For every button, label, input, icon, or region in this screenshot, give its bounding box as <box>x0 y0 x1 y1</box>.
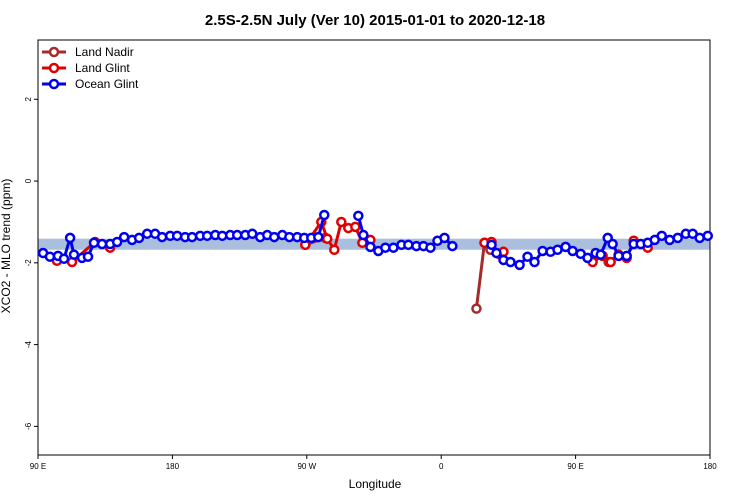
chart-title: 2.5S-2.5N July (Ver 10) 2015-01-01 to 20… <box>205 12 545 29</box>
x-tick-label: 90 E <box>30 462 46 471</box>
y-tick-label: 0 <box>24 178 33 183</box>
y-axis-label: XCO2 - MLO trend (ppm) <box>0 179 13 314</box>
point <box>514 259 525 271</box>
x-tick-label: 90 W <box>297 462 316 471</box>
point <box>505 256 516 268</box>
x-axis-label: Longitude <box>349 477 402 491</box>
point <box>58 253 70 264</box>
point <box>44 251 56 262</box>
point <box>313 231 324 243</box>
x-tick-label: 90 E <box>567 462 583 471</box>
point <box>403 239 414 251</box>
point <box>552 244 563 255</box>
y-tick-label: -4 <box>24 341 33 349</box>
legend-marker <box>48 62 60 74</box>
point <box>88 237 100 249</box>
point <box>567 245 578 257</box>
point <box>322 233 333 244</box>
plot-frame <box>37 39 711 456</box>
point <box>613 250 624 262</box>
point <box>702 230 714 242</box>
point <box>353 210 364 222</box>
point <box>522 251 533 262</box>
point <box>268 231 280 243</box>
legend-marker <box>48 46 60 58</box>
point <box>111 236 123 248</box>
point <box>380 242 391 253</box>
point <box>156 231 168 243</box>
point <box>329 244 340 255</box>
point <box>471 303 482 314</box>
point <box>425 242 436 253</box>
point <box>68 249 80 260</box>
point <box>82 251 94 262</box>
point <box>64 232 76 244</box>
legend-label: Land Nadir <box>75 45 134 59</box>
point <box>656 230 668 242</box>
y-tick-label: -2 <box>24 259 33 267</box>
point <box>582 252 593 264</box>
point <box>621 250 632 262</box>
point <box>201 230 213 242</box>
legend-label: Land Glint <box>75 61 130 75</box>
legend-marker <box>48 78 60 90</box>
point <box>388 242 399 253</box>
point <box>133 232 145 244</box>
point <box>607 238 618 250</box>
point <box>605 256 616 268</box>
point <box>186 231 198 243</box>
x-tick-label: 180 <box>703 462 717 471</box>
point <box>595 249 606 260</box>
point <box>491 247 502 259</box>
point <box>447 240 458 252</box>
point <box>439 232 450 244</box>
point <box>358 229 369 241</box>
y-tick-label: -6 <box>24 422 33 430</box>
point <box>486 239 497 251</box>
point <box>96 238 108 250</box>
x-tick-label: 0 <box>439 462 444 471</box>
point <box>694 232 705 244</box>
legend-label: Ocean Glint <box>75 77 139 91</box>
point <box>171 230 183 242</box>
point <box>672 232 683 244</box>
point <box>529 256 540 268</box>
point <box>350 221 361 233</box>
point <box>319 209 330 221</box>
point <box>231 229 243 241</box>
x-tick-label: 180 <box>166 462 180 471</box>
point <box>336 216 347 228</box>
point <box>664 234 675 246</box>
point <box>365 241 376 253</box>
y-tick-label: 2 <box>24 97 33 102</box>
